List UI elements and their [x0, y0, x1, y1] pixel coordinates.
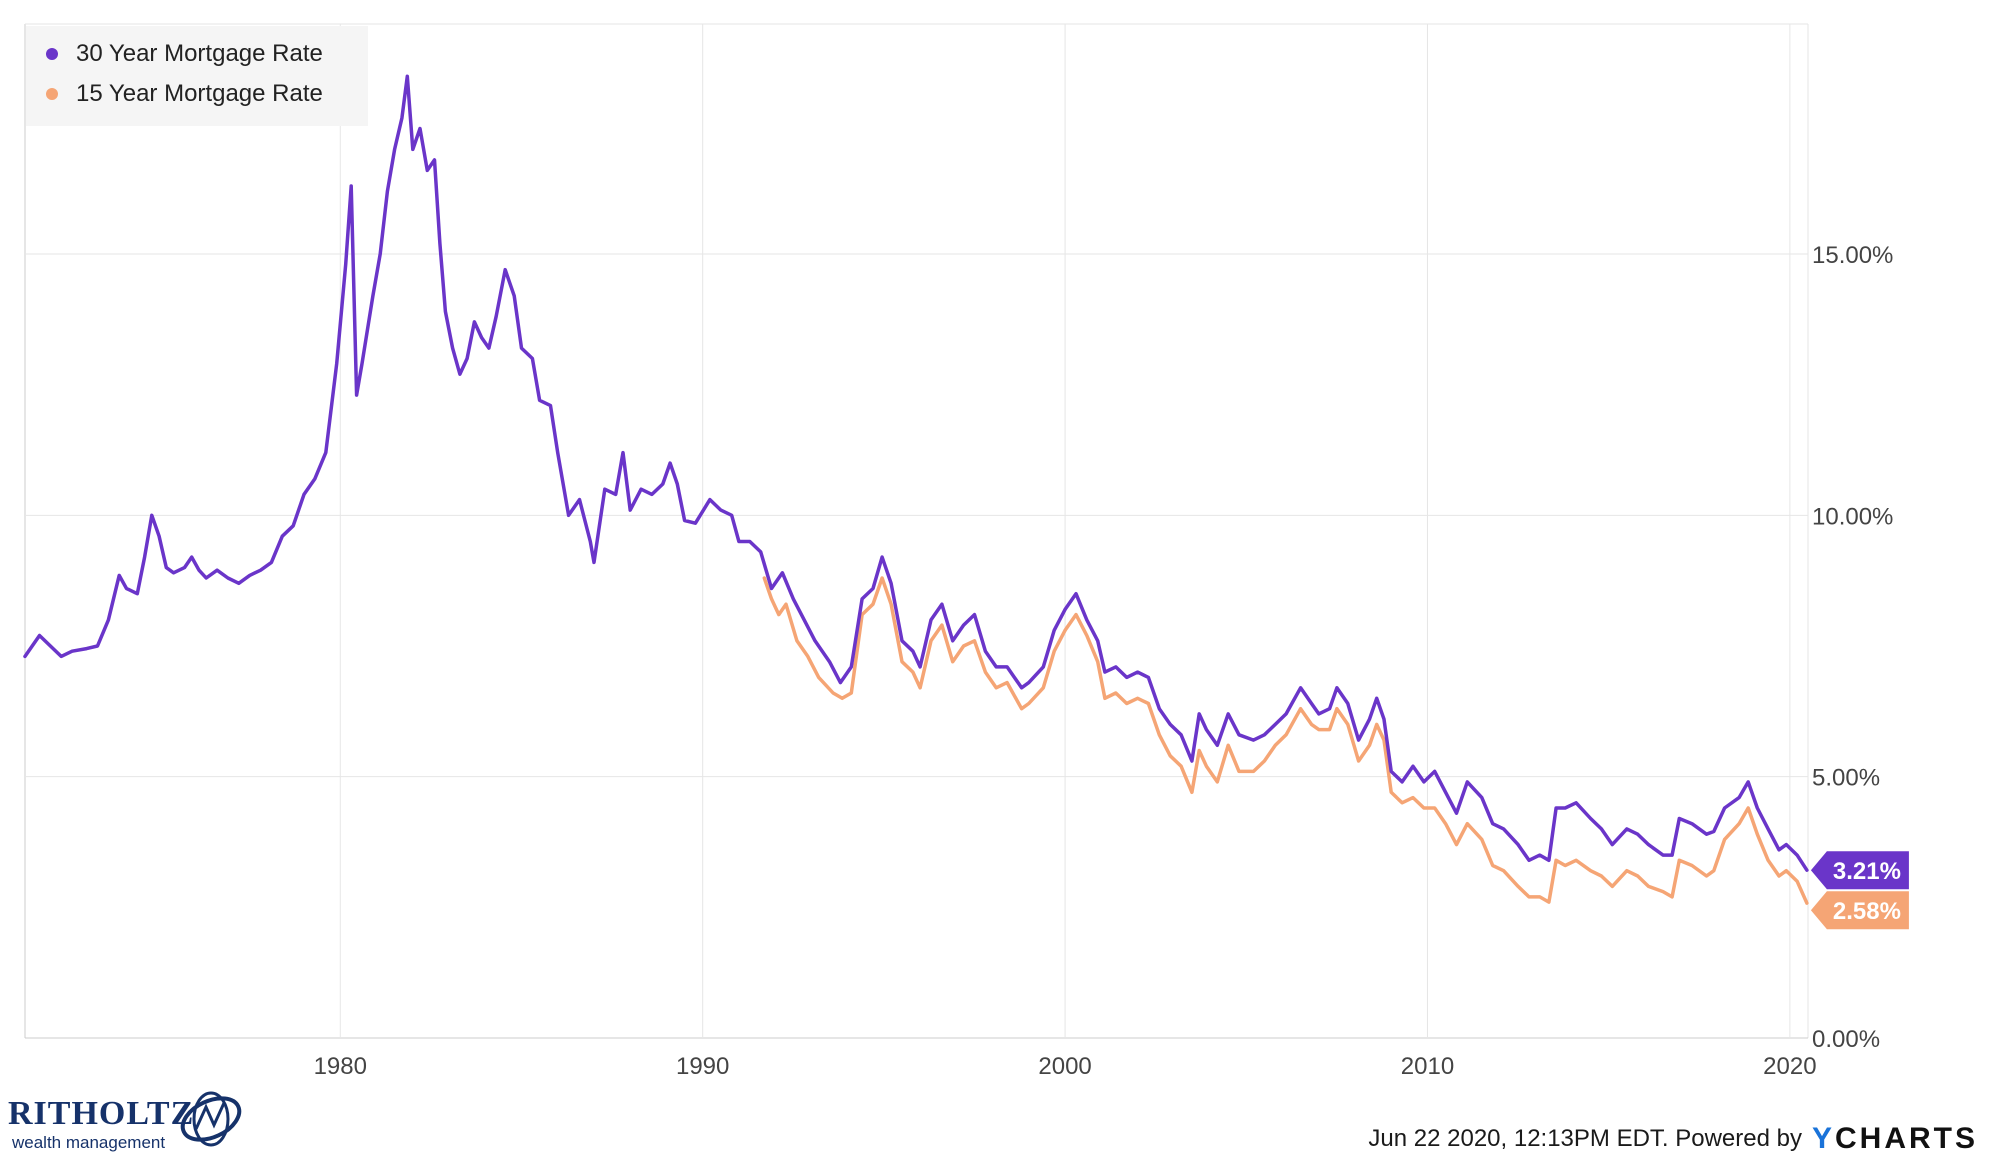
chart-legend: 30 Year Mortgage Rate 15 Year Mortgage R… — [26, 26, 368, 126]
legend-marker-15-year — [46, 88, 58, 100]
legend-item-30-year[interactable]: 30 Year Mortgage Rate — [46, 40, 323, 68]
x-tick-label: 2000 — [1038, 1053, 1091, 1080]
y-tick-label: 10.00% — [1812, 503, 1893, 530]
x-tick-label: 2020 — [1763, 1053, 1816, 1080]
badge-value: 2.58% — [1833, 898, 1901, 925]
series-line-30-year-mortgage-rate — [23, 74, 1809, 872]
grid-lines — [25, 24, 1808, 1038]
ycharts-logo-text: CHARTS — [1835, 1122, 1978, 1155]
series-line-15-year-mortgage-rate — [762, 576, 1809, 905]
legend-label-15-year: 15 Year Mortgage Rate — [76, 80, 323, 107]
legend-label-30-year: 30 Year Mortgage Rate — [76, 40, 323, 67]
ycharts-logo-y: Y — [1811, 1122, 1835, 1155]
axis-ticks: 0.00% 5.00% 10.00% 15.00% 1980 1990 2000 2010 20… — [314, 242, 1894, 1080]
brand-name: RITHOLTZ — [8, 1095, 195, 1132]
ritholtz-logo: RITHOLTZ wealth management — [4, 1085, 254, 1157]
x-tick-label: 1980 — [314, 1053, 367, 1080]
legend-item-15-year[interactable]: 15 Year Mortgage Rate — [46, 80, 323, 108]
ycharts-logo[interactable]: YCHARTS — [1812, 1122, 1978, 1156]
ritholtz-emblem-icon — [180, 1091, 242, 1147]
chart-footer: Jun 22 2020, 12:13PM EDT. Powered by YCH… — [1368, 1122, 1978, 1156]
badge-shape — [1810, 891, 1909, 930]
y-tick-label: 5.00% — [1812, 765, 1880, 792]
y-tick-label: 0.00% — [1812, 1026, 1880, 1053]
brand-tagline: wealth management — [12, 1133, 166, 1152]
legend-marker-30-year — [46, 48, 58, 60]
x-tick-label: 2010 — [1401, 1053, 1454, 1080]
last-value-badges: 3.21% 2.58% — [1810, 851, 1909, 930]
badge-value: 3.21% — [1833, 858, 1901, 885]
y-tick-label: 15.00% — [1812, 242, 1893, 269]
footer-timestamp: Jun 22 2020, 12:13PM EDT. Powered by — [1368, 1125, 1802, 1152]
badge-shape — [1810, 851, 1909, 890]
last-value-badge-30-year-mortgage-rate: 3.21% — [1810, 851, 1909, 890]
last-value-badge-15-year-mortgage-rate: 2.58% — [1810, 891, 1909, 930]
x-tick-label: 1990 — [676, 1053, 729, 1080]
series-lines — [23, 74, 1809, 905]
